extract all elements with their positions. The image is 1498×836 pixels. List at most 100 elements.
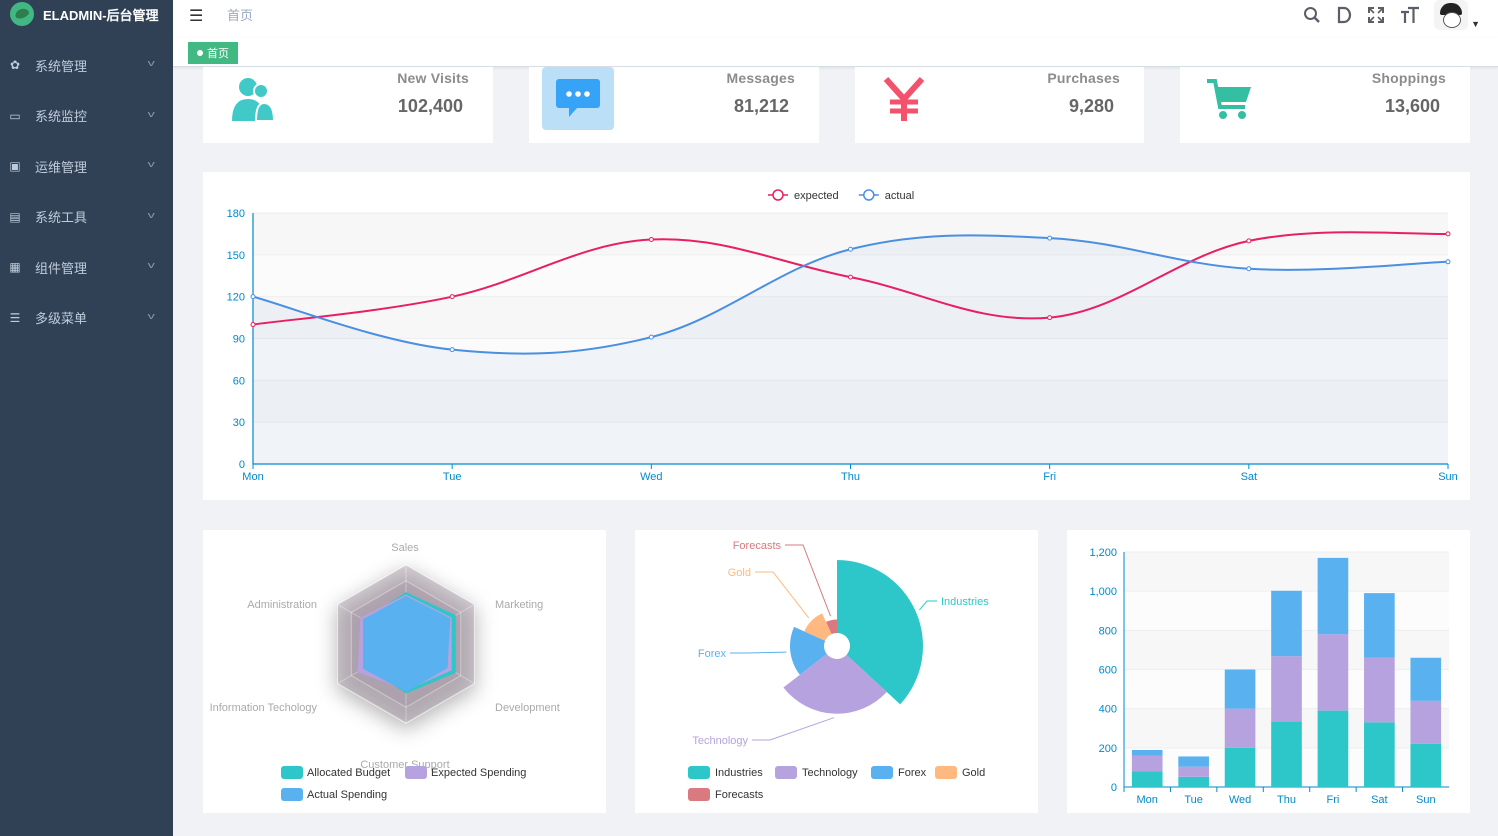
stat-card-visits[interactable]: New Visits 102,400 [203,67,493,143]
sidebar-menu: ✿ 系统管理 v ▭ 系统监控 v ▣ 运维管理 v ▤ 系统工具 v ▦ 组件… [0,40,173,343]
sidebar-item-nested[interactable]: ☰ 多级菜单 v [0,293,173,344]
y-tick-label: 60 [233,375,245,387]
x-tick-label: Sun [1416,794,1436,806]
app-title: ELADMIN-后台管理 [43,7,159,23]
y-tick-label: 150 [227,250,245,262]
data-point [648,236,654,242]
bar-chart-panel: 0 200 400 600 800 1,000 1,200 Mon Tue Wed Thu Fri Sa… [1067,530,1470,813]
tags-view: 首页 [173,38,1498,67]
legend-swatch [281,766,303,779]
legend-swatch [775,766,797,779]
bar-segment [1364,722,1395,787]
x-tick-label: Sun [1438,471,1458,483]
fullscreen-icon[interactable] [1367,6,1385,24]
bar-segment [1131,749,1163,756]
data-point [449,347,455,353]
rose-slice-industries [837,560,923,705]
navbar: ☰ 首页 ▼ [173,0,1498,38]
stat-card-shoppings[interactable]: Shoppings 13,600 [1180,67,1470,143]
data-point [848,246,853,252]
legend-label: Forex [898,767,927,779]
stat-card-messages[interactable]: Messages 81,212 [529,67,819,143]
radar-indicator-label: Sales [391,542,419,554]
data-point [250,322,256,328]
bar-segment [1178,756,1209,767]
chevron-down-icon: v [147,310,155,321]
x-tick-label: Tue [443,471,462,483]
search-icon[interactable] [1303,6,1321,24]
doc-icon[interactable] [1336,6,1352,24]
actual-area [253,235,1448,464]
y-tick-label: 800 [1099,625,1117,637]
label-line [755,571,810,619]
hamburger-icon[interactable]: ☰ [189,8,204,25]
bar-segment [1131,755,1163,772]
label-line [752,717,835,741]
legend-label: expected [794,190,839,202]
bar-segment [1178,766,1209,777]
cart-icon [1193,67,1265,130]
x-tick-label: Wed [1229,794,1251,806]
stat-card-purchases[interactable]: Purchases 9,280 [855,67,1144,143]
line-chart[interactable]: 0 30 60 90 120 150 180 Mon Tue Wed Thu Fri Sat Sun exp… [203,172,1470,500]
legend-label: Industries [715,767,763,779]
sidebar-item-system[interactable]: ✿ 系统管理 v [0,40,173,91]
bar-segment [1224,708,1256,748]
bar-segment [1178,776,1209,787]
stat-value: 81,212 [733,96,789,116]
breadcrumb[interactable]: 首页 [227,8,254,23]
tag-home[interactable]: 首页 [188,42,238,64]
active-dot-icon [197,50,203,57]
data-point [1246,238,1252,244]
split-area [253,380,1448,423]
font-size-icon[interactable] [1400,6,1420,24]
stat-label: Purchases [1047,70,1120,86]
chevron-down-icon: v [147,209,155,220]
grid-icon: ▦ [9,260,21,275]
legend-label: Expected Spending [431,767,526,779]
y-tick-label: 1,000 [1089,586,1117,598]
y-tick-label: 1,200 [1089,547,1117,559]
sidebar-item-label: 系统监控 [35,109,88,125]
sidebar-item-monitor[interactable]: ▭ 系统监控 v [0,91,173,142]
pie-chart[interactable]: Industries Technology Forex Gold Forecasts In… [635,530,1038,813]
bar-chart[interactable]: 0 200 400 600 800 1,000 1,200 Mon Tue Wed Thu Fri Sa… [1067,530,1470,813]
data-point [1047,315,1053,321]
bar-segment [1317,710,1349,787]
bar-segment [1317,634,1349,711]
chevron-down-icon: v [147,260,155,270]
server-icon: ▣ [9,159,21,174]
rose-slice-forex [790,626,827,675]
split-area [253,338,1448,381]
logo[interactable]: ELADMIN-后台管理 [0,0,173,28]
sidebar: ELADMIN-后台管理 ✿ 系统管理 v ▭ 系统监控 v ▣ 运维管理 v … [0,0,173,836]
tag-label: 首页 [207,48,229,60]
caret-down-icon[interactable]: ▼ [1471,19,1480,29]
data-point [1445,231,1451,237]
legend-label: Actual Spending [307,789,387,801]
avatar[interactable] [1434,0,1469,30]
data-point [1246,266,1252,272]
slice-label: Industries [941,596,989,608]
sidebar-item-components[interactable]: ▦ 组件管理 v [0,242,173,293]
line-chart-panel: 0 30 60 90 120 150 180 Mon Tue Wed Thu Fri Sat Sun exp… [203,172,1470,500]
y-tick-label: 30 [233,417,245,429]
bar-segment [1224,669,1256,709]
x-tick-label: Tue [1184,794,1203,806]
sidebar-item-label: 组件管理 [35,260,88,276]
data-point [1047,235,1053,241]
bar-segment [1410,743,1442,787]
radar-chart[interactable]: Sales Marketing Development Customer Suppor… [203,530,606,813]
monitor-icon: ▭ [9,108,21,123]
sidebar-item-ops[interactable]: ▣ 运维管理 v [0,141,173,192]
legend-marker [772,189,784,201]
y-tick-label: 120 [227,292,245,304]
legend-label: Technology [802,767,858,779]
x-tick-label: Mon [1137,794,1158,806]
stat-label: Shoppings [1371,70,1446,86]
bar-segment [1317,557,1349,635]
stat-label: New Visits [397,70,469,86]
label-line [730,651,787,654]
rose-slice-gold [804,613,832,641]
sidebar-item-tools[interactable]: ▤ 系统工具 v [0,192,173,243]
